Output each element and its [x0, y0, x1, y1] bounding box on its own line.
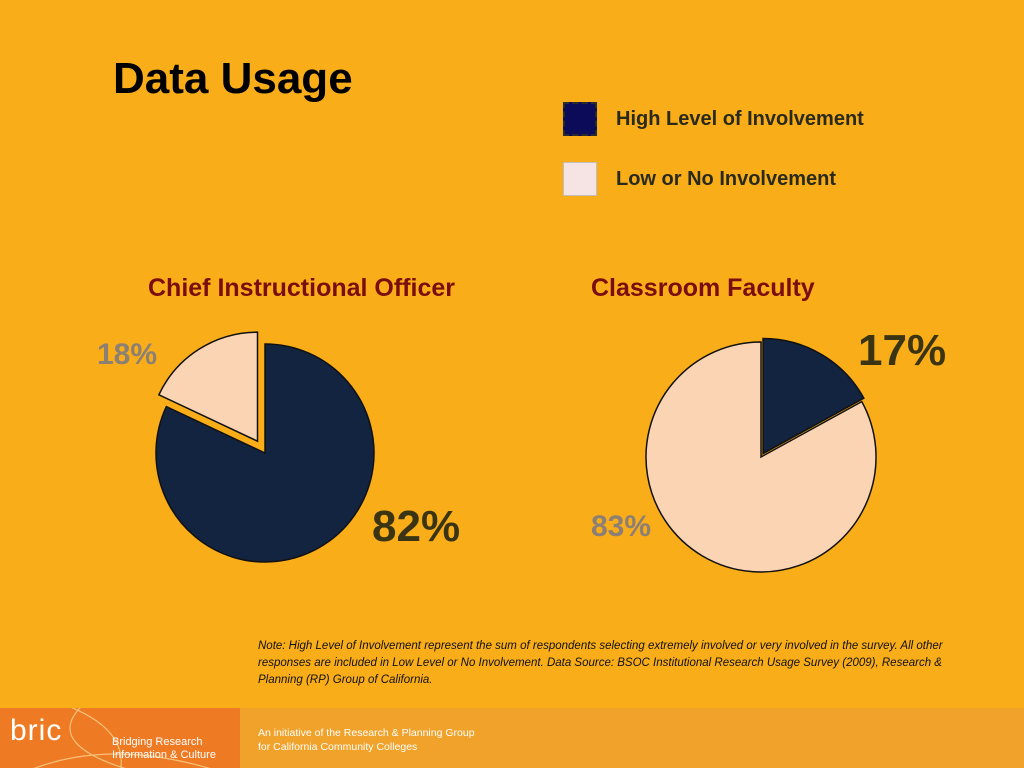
footer-bar: bric Bridging Research Information & Cul… [0, 708, 1024, 768]
pie-slice-high [762, 337, 865, 455]
logo-arcs-icon [33, 708, 211, 768]
legend-label-high: High Level of Involvement [616, 107, 864, 130]
legend-swatch-high [563, 102, 597, 136]
legend-label-low: Low or No Involvement [616, 167, 837, 190]
chart-title-faculty: Classroom Faculty [591, 274, 815, 302]
brand-tagline-line1: Bridging Research [112, 736, 203, 748]
footer-credit: An initiative of the Research & Planning… [258, 726, 475, 754]
legend: High Level of Involvement Low or No Invo… [563, 101, 864, 221]
brand-tagline: Bridging Research Information & Culture [112, 736, 216, 762]
legend-swatch-low [563, 162, 597, 196]
pie-slice-low [645, 341, 877, 573]
pie-chart-cio [155, 331, 375, 563]
data-label-cio-high: 82% [372, 502, 461, 551]
footnote: Note: High Level of Involvement represen… [258, 640, 943, 686]
pie-slice-high [155, 343, 375, 563]
pie-chart-faculty [645, 337, 877, 573]
brand-tagline-line2: Information & Culture [112, 749, 216, 761]
footer-credit-line2: for California Community Colleges [258, 741, 418, 753]
slide-title: Data Usage [113, 54, 353, 103]
chart-title-cio: Chief Instructional Officer [148, 274, 455, 302]
data-label-faculty-high: 17% [858, 326, 947, 375]
data-label-faculty-low: 83% [591, 510, 652, 543]
pie-slice-low [157, 331, 259, 443]
legend-item-low: Low or No Involvement [563, 161, 864, 197]
footer-credit-line1: An initiative of the Research & Planning… [258, 727, 475, 739]
legend-item-high: High Level of Involvement [563, 101, 864, 137]
brand-logo-text: bric [10, 714, 63, 747]
data-label-cio-low: 18% [97, 338, 158, 371]
brand-logo-box: bric Bridging Research Information & Cul… [0, 708, 240, 768]
